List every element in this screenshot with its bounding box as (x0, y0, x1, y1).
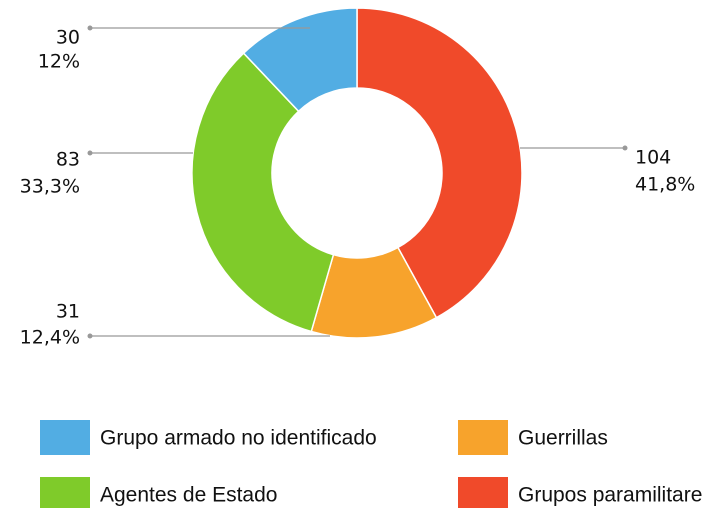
donut-slice (191, 52, 335, 333)
donut-slice (242, 7, 358, 113)
count-label: 83 (56, 149, 80, 171)
legend-swatch (458, 420, 508, 455)
legend-swatch (40, 420, 90, 455)
legend-label: Guerrillas (518, 427, 608, 450)
donut-slice (356, 7, 523, 319)
count-label: 31 (56, 301, 80, 323)
percent-label: 41,8% (635, 174, 695, 196)
callout-dot (622, 145, 628, 151)
legend-label: Grupo armado no identificado (100, 427, 377, 450)
percent-label: 12% (38, 51, 80, 73)
legend-label: Grupos paramilitares (518, 484, 702, 507)
callout-dot (87, 150, 93, 156)
legend-label: Agentes de Estado (100, 484, 277, 507)
count-label: 30 (56, 27, 80, 49)
count-label: 104 (635, 147, 671, 169)
legend-swatch (40, 477, 90, 508)
callout-dot (87, 333, 93, 339)
callout-dot (87, 25, 93, 31)
legend-swatch (458, 477, 508, 508)
percent-label: 33,3% (20, 176, 80, 198)
percent-label: 12,4% (20, 327, 80, 349)
